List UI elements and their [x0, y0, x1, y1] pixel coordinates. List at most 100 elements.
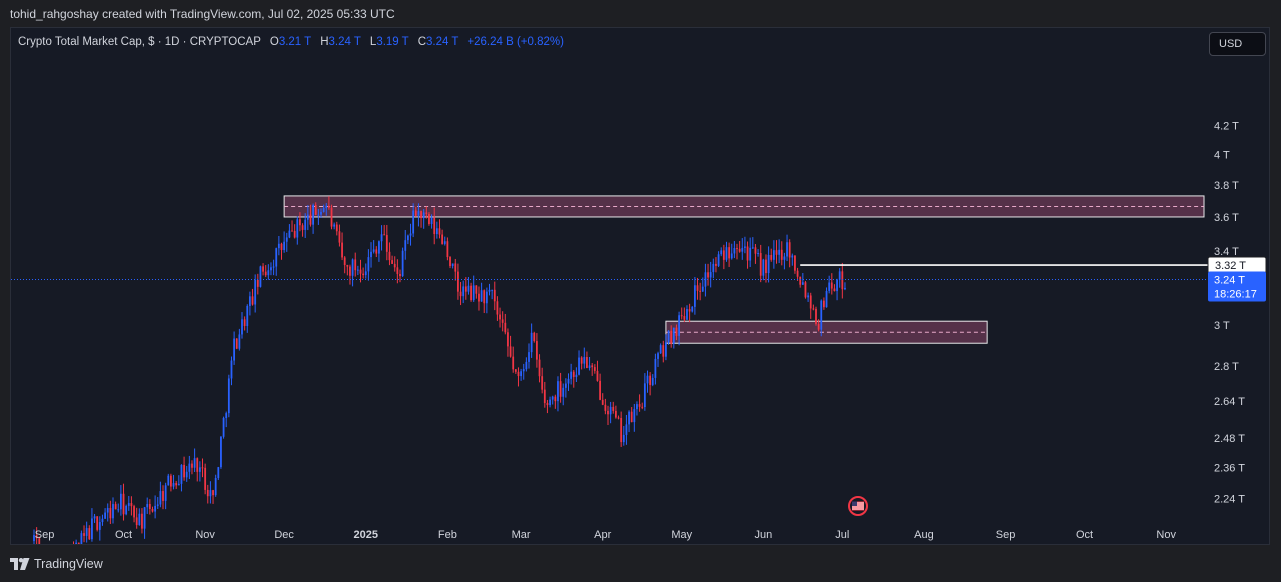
candle-body [38, 538, 41, 544]
candle-body [209, 490, 212, 497]
candle-body [641, 406, 644, 408]
candle-body [246, 305, 249, 326]
candle-body [83, 533, 85, 536]
candle-body [438, 228, 441, 235]
candle-body [114, 504, 117, 510]
candle-body [459, 291, 462, 297]
candle-body [636, 404, 638, 410]
candle-body [425, 212, 428, 215]
candle-body [393, 263, 396, 268]
candle-body [430, 217, 433, 224]
candle-body [433, 217, 436, 235]
candle-body [225, 413, 228, 419]
candle-body [201, 467, 204, 469]
candle-body [554, 396, 557, 402]
candle-body [649, 375, 652, 385]
candle-body [341, 242, 343, 258]
candle-body [343, 257, 346, 266]
resistance-zone[interactable] [283, 195, 1205, 218]
candle-body [572, 371, 575, 378]
candle-body [601, 399, 604, 405]
attribution-text: tohid_rahgoshay created with TradingView… [10, 7, 395, 21]
candle-body [154, 505, 157, 512]
resistance-zone-box[interactable] [283, 195, 1205, 218]
candle-body [654, 358, 657, 378]
time-tick-label: Oct [115, 529, 132, 541]
candle-body [180, 464, 183, 484]
candle-body [422, 212, 425, 219]
candle-body [533, 332, 536, 342]
candle-body [815, 308, 817, 325]
currency-button[interactable]: USD [1209, 32, 1266, 56]
candle-body [491, 289, 494, 291]
candle-body [443, 241, 446, 244]
candle-body [396, 267, 399, 274]
candle-body [786, 242, 788, 257]
candle-body [791, 255, 794, 258]
candle-body [354, 259, 357, 271]
candle-body [106, 508, 109, 513]
candle-body [327, 205, 330, 208]
price-axis[interactable]: 4.2 T 4 T 3.8 T 3.6 T 3.4 T 3 T 2.8 T 2.64 T 2.4… [1214, 121, 1245, 506]
time-tick-label: Jun [754, 529, 772, 541]
candle-body [475, 285, 478, 294]
candle-body [77, 542, 80, 544]
candle-body [536, 341, 538, 360]
candle-body [391, 260, 393, 264]
tradingview-logo-icon [10, 558, 30, 570]
candle-body [722, 250, 725, 260]
candle-body [288, 230, 291, 238]
candle-body [183, 464, 185, 478]
support-zone[interactable] [665, 320, 988, 344]
candle-body [283, 241, 286, 251]
candles [33, 196, 846, 544]
candle-body [770, 254, 773, 260]
candle-body [172, 483, 175, 487]
candle-body [493, 289, 496, 302]
tradingview-logo[interactable]: TradingView [10, 557, 103, 571]
candle-body [725, 247, 728, 260]
candle-body [604, 404, 607, 411]
candle-body [686, 309, 688, 320]
candle-body [217, 467, 220, 478]
candle-body [96, 516, 99, 530]
candle-body [304, 219, 307, 230]
candle-body [670, 330, 673, 344]
candle-body [717, 254, 720, 266]
candle-body [509, 346, 512, 357]
candle-body [254, 279, 257, 305]
candle-body [241, 319, 243, 335]
candle-body [622, 434, 625, 443]
candle-body [204, 467, 207, 490]
candle-body [80, 533, 83, 544]
price-tick-label: 4.2 T [1214, 121, 1239, 133]
candle-body [451, 263, 454, 267]
candle-body [291, 230, 293, 232]
candle-body [701, 286, 704, 292]
candle-body [312, 204, 314, 225]
candle-body [559, 381, 562, 397]
time-axis[interactable]: Sep Oct Nov Dec 2025 Feb Mar Apr May Jun Jul Aug Sep… [35, 529, 1177, 541]
candle-body [206, 489, 209, 497]
candle-body [133, 506, 135, 518]
candle-body [551, 396, 554, 400]
us-flag-event-icon[interactable] [848, 496, 868, 516]
candle-body [754, 247, 757, 254]
candle-body [238, 334, 241, 349]
candle-body [388, 251, 391, 261]
time-tick-label: Oct [1076, 529, 1093, 541]
chart-pane[interactable]: 4.2 T 4 T 3.8 T 3.6 T 3.4 T 3 T 2.8 T 2.64 T 2.4… [10, 27, 1270, 545]
candle-body [794, 255, 796, 271]
time-tick-label: Aug [914, 529, 934, 541]
horizontal-line-price: 3.32 T [1215, 260, 1246, 272]
time-tick-label: Nov [195, 529, 215, 541]
candle-body [780, 249, 783, 260]
candle-body [823, 300, 825, 308]
candle-body [249, 296, 251, 306]
candle-body [688, 309, 691, 312]
candle-body [807, 295, 810, 298]
candle-body [625, 424, 628, 435]
candle-body [691, 306, 694, 312]
price-chart[interactable]: 4.2 T 4 T 3.8 T 3.6 T 3.4 T 3 T 2.8 T 2.64 T 2.4… [11, 28, 1270, 545]
price-tick-label: 2.24 T [1214, 494, 1245, 506]
